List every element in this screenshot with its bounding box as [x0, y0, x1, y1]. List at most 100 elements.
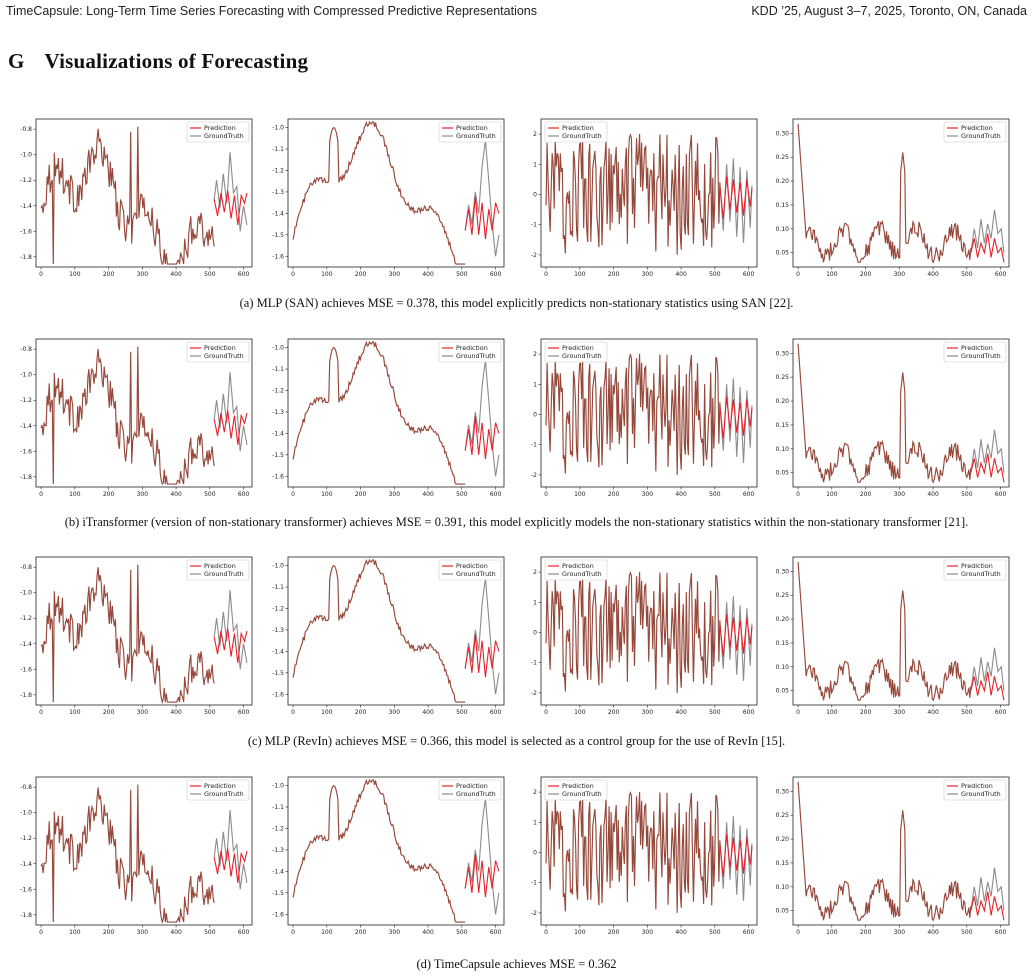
y-tick: -1.0 — [20, 590, 36, 597]
ground-truth-line — [213, 152, 248, 232]
x-tick: 300 — [137, 925, 148, 936]
y-tick: -1.6 — [20, 886, 36, 893]
y-tick-label: -1.2 — [20, 615, 32, 622]
legend-label: GroundTruth — [562, 790, 602, 798]
y-tick-label: -1.6 — [20, 886, 32, 893]
subfigure-caption: (b) iTransformer (version of non-station… — [64, 515, 969, 529]
y-tick: 0.15 — [776, 202, 793, 209]
x-tick: 200 — [608, 925, 619, 936]
x-tick: 0 — [796, 925, 800, 936]
x-tick: 300 — [642, 267, 653, 278]
x-tick: 400 — [927, 925, 939, 936]
x-tick: 100 — [826, 267, 838, 278]
x-tick-label: 0 — [796, 491, 800, 498]
x-tick: 0 — [39, 267, 43, 278]
y-tick-label: 0.15 — [776, 860, 790, 867]
y-tick: -1.2 — [272, 167, 288, 174]
y-tick: -1.0 — [20, 810, 36, 817]
prediction-line — [464, 634, 500, 678]
y-tick: -1.4 — [20, 423, 36, 430]
forecast-plot-svg: 0 100 200 300 400 500 600 -0.8 -1.0 -1.2 -1.4 -1.6 -… — [20, 556, 253, 716]
forecast-plot-svg: 0 100 200 300 400 500 600 -1.0 -1.1 -1.2 -1.3 -1.4 -… — [272, 118, 505, 278]
x-tick: 200 — [103, 705, 114, 716]
y-tick: -1.6 — [272, 911, 288, 918]
y-tick-label: 0.25 — [776, 592, 790, 599]
x-tick: 500 — [961, 925, 973, 936]
y-tick: 0.25 — [776, 592, 793, 599]
y-tick-label: -2 — [531, 472, 537, 479]
legend-label: Prediction — [961, 124, 993, 132]
y-tick-label: -1.6 — [272, 253, 284, 260]
x-tick: 100 — [69, 267, 81, 278]
x-tick: 100 — [321, 705, 333, 716]
x-tick-label: 0 — [796, 709, 800, 716]
x-tick: 300 — [389, 925, 400, 936]
y-tick-label: -1 — [531, 660, 537, 667]
running-head-venue: KDD ’25, August 3–7, 2025, Toronto, ON, … — [751, 4, 1027, 18]
legend-label: Prediction — [456, 782, 488, 790]
x-tick-label: 100 — [574, 709, 586, 716]
forecast-plot-svg: 0 100 200 300 400 500 600 -1.0 -1.1 -1.2 -1.3 -1.4 -… — [272, 776, 505, 936]
legend-label: GroundTruth — [456, 132, 496, 140]
history-line — [545, 570, 721, 693]
y-tick-label: -1 — [531, 442, 537, 449]
x-tick-label: 500 — [709, 709, 721, 716]
prediction-line — [213, 410, 248, 445]
plot-frame — [35, 118, 253, 268]
forecast-plot: 0 100 200 300 400 500 600 0.30 0.25 0.20 0.15 0.10 0… — [767, 335, 1015, 501]
x-tick-label: 200 — [608, 709, 620, 716]
plot-frame — [35, 776, 253, 926]
ground-truth-line — [970, 647, 1005, 691]
x-tick: 200 — [355, 705, 366, 716]
y-tick-label: -1.8 — [20, 692, 32, 699]
y-tick-label: -1.2 — [20, 835, 32, 842]
legend-label: Prediction — [562, 124, 594, 132]
y-tick: 0.10 — [776, 226, 793, 233]
x-tick-label: 400 — [927, 491, 939, 498]
x-tick-label: 100 — [69, 709, 81, 716]
x-tick-label: 500 — [456, 491, 468, 498]
y-tick-label: 0.25 — [776, 374, 790, 381]
x-tick-label: 600 — [238, 491, 250, 498]
y-tick: -1.4 — [20, 203, 36, 210]
y-tick-label: -1.2 — [20, 397, 32, 404]
forecast-plot-svg: 0 100 200 300 400 500 600 0.30 0.25 0.20 0.15 0.10 0… — [776, 338, 1010, 498]
legend-label: GroundTruth — [204, 570, 244, 578]
x-tick-label: 200 — [608, 491, 620, 498]
legend-label: GroundTruth — [562, 352, 602, 360]
y-tick-label: -1.4 — [272, 868, 284, 875]
y-tick-label: -0.8 — [20, 564, 32, 571]
forecast-plot-svg: 0 100 200 300 400 500 600 -1.0 -1.1 -1.2 -1.3 -1.4 -… — [272, 338, 505, 498]
y-tick: -1.6 — [272, 473, 288, 480]
y-tick-label: -1.2 — [272, 605, 284, 612]
forecast-plot: 0 100 200 300 400 500 600 -0.8 -1.0 -1.2 -1.4 -1.6 -… — [10, 553, 258, 719]
y-tick-label: 0.30 — [776, 130, 790, 137]
legend-label: Prediction — [204, 782, 236, 790]
x-tick: 500 — [961, 705, 973, 716]
x-tick-label: 600 — [995, 491, 1007, 498]
y-tick-label: -1.3 — [272, 627, 284, 634]
x-tick-label: 600 — [743, 929, 755, 936]
x-tick: 600 — [490, 705, 501, 716]
y-tick: 0 — [533, 850, 541, 857]
x-tick: 500 — [709, 487, 721, 498]
x-tick: 500 — [961, 487, 973, 498]
x-tick-label: 300 — [389, 491, 401, 498]
plot-frame — [287, 118, 505, 268]
y-tick: -1 — [531, 442, 541, 449]
x-tick: 200 — [860, 267, 871, 278]
y-tick: -1 — [531, 660, 541, 667]
y-tick: -1.5 — [272, 890, 288, 897]
x-tick: 100 — [69, 705, 81, 716]
y-tick-label: 0.30 — [776, 350, 790, 357]
y-tick-label: -2 — [531, 252, 537, 259]
x-tick-label: 300 — [137, 491, 149, 498]
figure-row: 0 100 200 300 400 500 600 -0.8 -1.0 -1.2 -1.4 -1.6-… — [0, 115, 1033, 285]
x-tick: 600 — [490, 487, 501, 498]
y-tick: 0.30 — [776, 130, 793, 137]
y-tick: -1.1 — [272, 584, 288, 591]
y-tick-label: 1 — [533, 381, 537, 388]
x-tick: 0 — [39, 487, 43, 498]
y-tick: -1.6 — [20, 228, 36, 235]
x-tick-label: 600 — [490, 271, 502, 278]
